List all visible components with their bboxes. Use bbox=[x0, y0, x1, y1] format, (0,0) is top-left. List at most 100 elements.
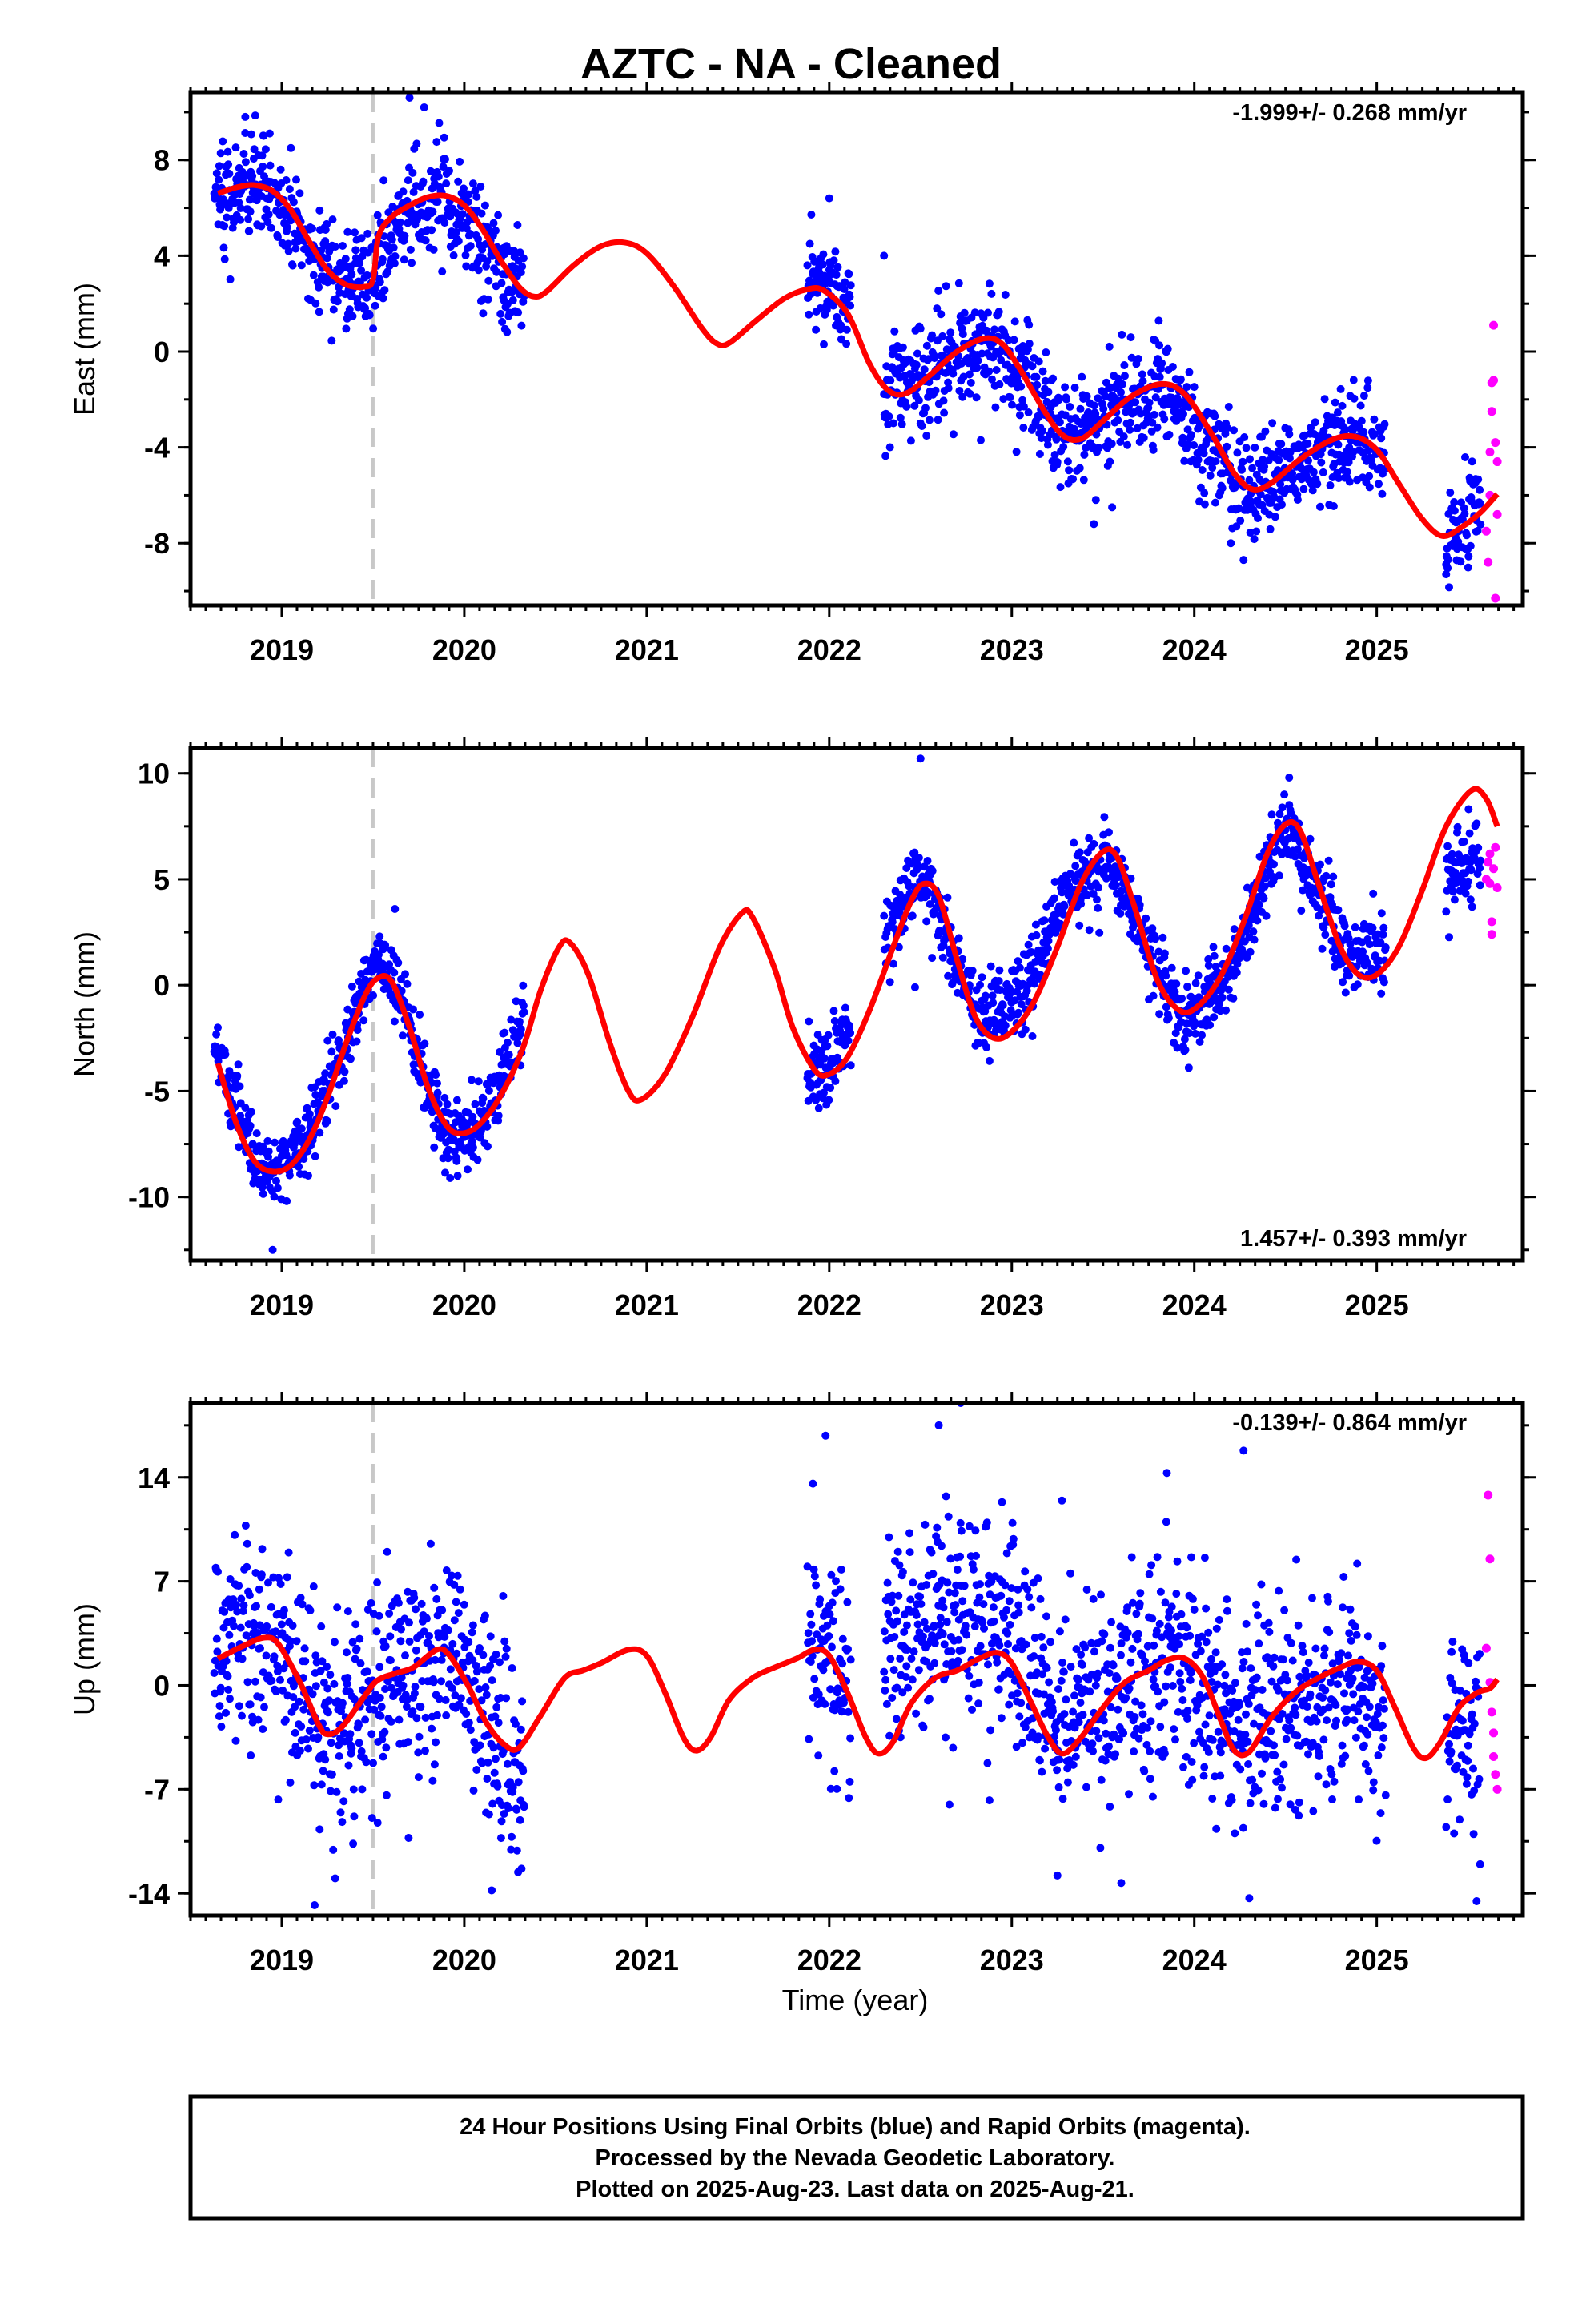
data-point-final bbox=[803, 1562, 812, 1571]
data-point-final bbox=[1027, 1603, 1036, 1612]
data-point-final bbox=[496, 309, 505, 318]
data-point-final bbox=[1380, 420, 1389, 428]
data-point-final bbox=[1445, 933, 1453, 942]
data-point-final bbox=[1462, 531, 1471, 540]
data-point-final bbox=[1381, 943, 1390, 951]
data-point-final bbox=[834, 1685, 843, 1694]
data-point-final bbox=[1125, 1790, 1133, 1799]
data-point-final bbox=[912, 1709, 921, 1718]
data-point-final bbox=[1460, 838, 1468, 846]
data-point-final bbox=[261, 145, 270, 154]
data-point-final bbox=[1106, 1643, 1114, 1652]
data-point-final bbox=[984, 308, 992, 317]
data-point-final bbox=[512, 1805, 521, 1814]
data-point-final bbox=[1275, 810, 1284, 818]
data-point-final bbox=[508, 287, 516, 296]
data-point-final bbox=[220, 1607, 229, 1616]
data-point-final bbox=[347, 1055, 355, 1063]
data-point-final bbox=[844, 1645, 852, 1654]
data-point-final bbox=[1090, 1647, 1098, 1656]
data-point-final bbox=[1442, 907, 1451, 916]
data-point-final bbox=[484, 1810, 493, 1819]
data-point-final bbox=[1001, 291, 1010, 299]
data-point-final bbox=[387, 1683, 396, 1692]
data-point-final bbox=[440, 133, 448, 142]
data-point-final bbox=[468, 1076, 476, 1084]
data-point-final bbox=[271, 1138, 279, 1147]
data-point-final bbox=[998, 1498, 1006, 1506]
data-point-final bbox=[323, 1663, 331, 1671]
data-point-final bbox=[497, 279, 506, 287]
data-point-final bbox=[460, 1600, 468, 1609]
data-point-final bbox=[843, 1598, 852, 1606]
data-point-final bbox=[841, 1003, 849, 1012]
data-point-final bbox=[907, 1655, 916, 1663]
data-point-final bbox=[431, 1655, 440, 1664]
data-point-final bbox=[349, 1785, 358, 1794]
data-point-final bbox=[910, 983, 919, 991]
data-point-final bbox=[969, 1565, 978, 1574]
data-point-final bbox=[1179, 409, 1187, 418]
data-point-final bbox=[241, 112, 250, 121]
data-point-final bbox=[335, 1752, 343, 1760]
data-point-final bbox=[968, 1705, 976, 1714]
data-point-final bbox=[326, 1671, 335, 1679]
data-point-final bbox=[889, 419, 897, 428]
data-point-final bbox=[893, 1683, 901, 1692]
data-point-final bbox=[888, 918, 897, 927]
data-point-final bbox=[1359, 428, 1368, 436]
data-point-final bbox=[1139, 433, 1148, 442]
data-point-final bbox=[1058, 1659, 1066, 1667]
data-point-final bbox=[518, 262, 527, 271]
data-point-final bbox=[443, 1100, 452, 1108]
data-point-final bbox=[1297, 907, 1306, 915]
data-point-final bbox=[289, 1693, 298, 1702]
data-point-final bbox=[973, 364, 982, 372]
data-point-rapid bbox=[1491, 842, 1500, 852]
data-point-final bbox=[1101, 1756, 1110, 1765]
data-point-final bbox=[1369, 889, 1378, 898]
data-point-final bbox=[1100, 1630, 1109, 1638]
y-axis-label: East (mm) bbox=[68, 283, 101, 416]
data-point-final bbox=[1246, 947, 1255, 956]
data-point-final bbox=[922, 341, 931, 350]
data-point-final bbox=[968, 967, 977, 975]
data-point-final bbox=[267, 1676, 276, 1685]
data-point-final bbox=[262, 1651, 271, 1660]
data-point-final bbox=[235, 1702, 243, 1711]
data-point-final bbox=[1071, 877, 1080, 886]
data-point-final bbox=[1070, 1723, 1079, 1732]
data-point-final bbox=[353, 1026, 362, 1035]
x-tick-label: 2023 bbox=[980, 1289, 1044, 1321]
data-point-final bbox=[333, 297, 342, 306]
data-point-final bbox=[315, 1128, 324, 1137]
data-point-final bbox=[298, 1600, 307, 1609]
data-point-final bbox=[1333, 408, 1342, 417]
data-point-final bbox=[1014, 1008, 1023, 1017]
data-point-final bbox=[375, 1611, 383, 1620]
data-point-final bbox=[805, 239, 814, 248]
data-point-final bbox=[1066, 403, 1074, 411]
data-point-final bbox=[421, 1747, 429, 1755]
data-point-final bbox=[386, 1632, 395, 1641]
data-point-final bbox=[376, 1711, 385, 1720]
x-tick-label: 2022 bbox=[797, 1289, 861, 1321]
data-point-final bbox=[1461, 453, 1469, 461]
data-point-final bbox=[351, 228, 359, 237]
data-point-final bbox=[421, 236, 430, 245]
data-point-final bbox=[1128, 1644, 1137, 1653]
data-point-final bbox=[219, 243, 228, 252]
data-point-final bbox=[1002, 1606, 1011, 1614]
data-point-final bbox=[339, 1729, 348, 1738]
data-point-final bbox=[838, 1634, 847, 1643]
data-point-final bbox=[346, 1730, 355, 1739]
x-tick-label: 2021 bbox=[615, 633, 679, 666]
data-point-final bbox=[1071, 1752, 1080, 1761]
data-point-final bbox=[251, 1174, 259, 1183]
data-point-final bbox=[281, 1715, 290, 1724]
data-point-final bbox=[515, 1017, 524, 1026]
data-point-final bbox=[512, 1846, 521, 1855]
data-point-final bbox=[1151, 393, 1160, 402]
data-point-final bbox=[903, 1646, 912, 1654]
data-point-final bbox=[1021, 1025, 1030, 1034]
